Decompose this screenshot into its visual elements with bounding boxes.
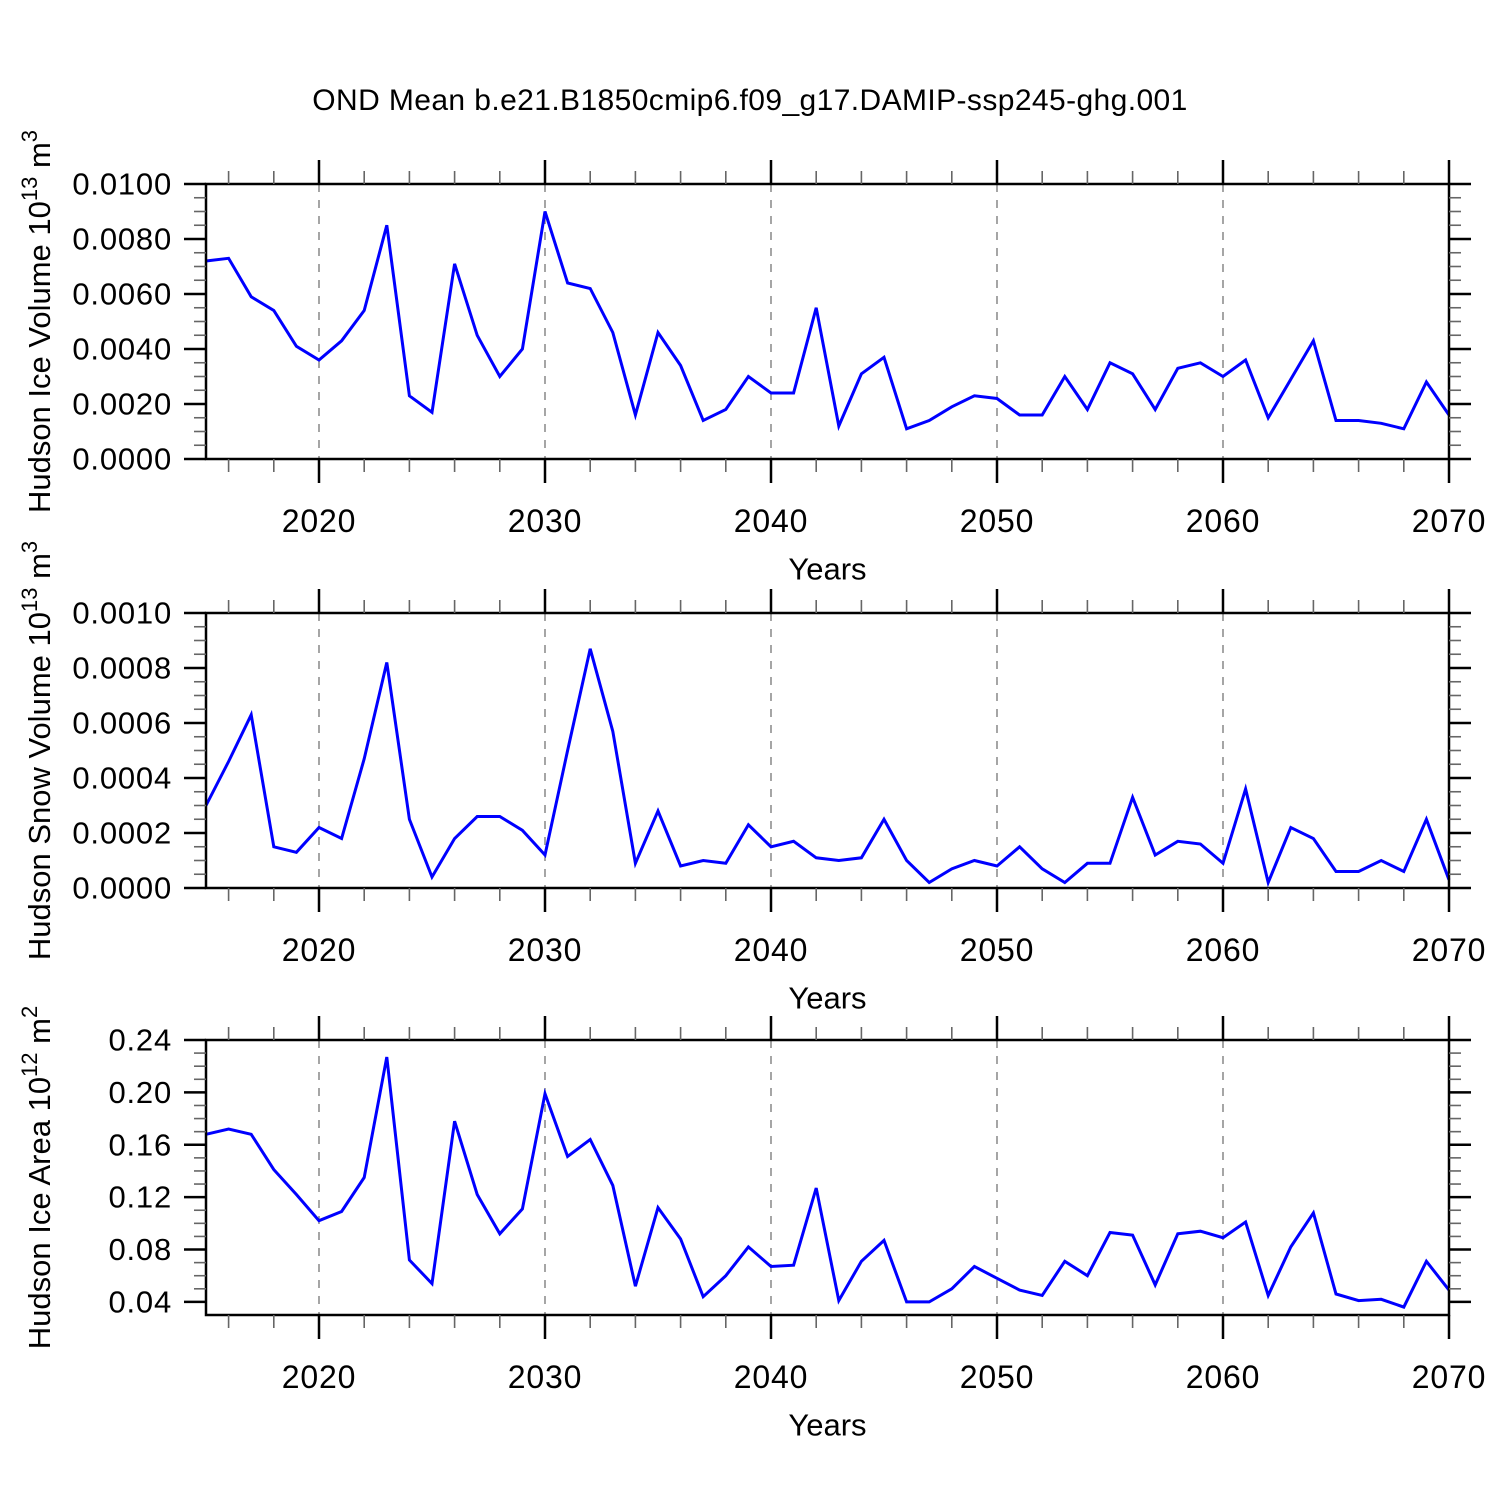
y-tick-label: 0.0002 — [72, 816, 172, 851]
x-axis-title: Years — [788, 981, 866, 1016]
y-tick-label: 0.0004 — [72, 761, 172, 796]
y-tick-label: 0.0020 — [72, 387, 172, 422]
y-tick-label: 0.0040 — [72, 332, 172, 367]
x-tick-label: 2020 — [282, 1359, 356, 1395]
y-tick-label: 0.0000 — [72, 871, 172, 906]
plot-frame — [204, 182, 1451, 461]
chart-panel-hudson-ice-area: 2020 2030 2040 2050 2060 2070 0.04 0.08 0.12 0.16… — [17, 1006, 1486, 1443]
y-tick-label: 0.08 — [108, 1232, 172, 1267]
data-line-hudson-snow-volume — [204, 648, 1451, 888]
x-tick-label: 2050 — [960, 1359, 1034, 1395]
data-line-hudson-ice-volume — [205, 211, 1451, 432]
data-line-hudson-ice-area — [205, 1056, 1451, 1309]
x-tick-label: 2020 — [282, 503, 356, 539]
x-tick-label: 2030 — [508, 503, 582, 539]
x-tick-label: 2050 — [960, 503, 1034, 539]
y-axis-title: Hudson Snow Volume 1013 m3 — [17, 541, 57, 960]
y-tick-label: 0.0080 — [72, 222, 172, 257]
y-tick-label: 0.04 — [108, 1284, 172, 1319]
chart-panel-hudson-ice-volume: 2020 2030 2040 2050 2060 2070 0.0000 0.0020 0.00… — [17, 130, 1486, 587]
x-tick-label: 2020 — [282, 932, 356, 968]
y-tick-label: 0.0006 — [72, 706, 172, 741]
x-tick-label: 2050 — [960, 932, 1034, 968]
x-tick-label: 2060 — [1186, 503, 1260, 539]
x-tick-label: 2070 — [1412, 1359, 1486, 1395]
y-tick-label: 0.12 — [108, 1180, 172, 1215]
x-tick-label: 2030 — [508, 1359, 582, 1395]
y-tick-label: 0.24 — [108, 1023, 172, 1058]
x-tick-label: 2070 — [1412, 932, 1486, 968]
chart-panel-hudson-snow-volume: 2020 2030 2040 2050 2060 2070 0.0000 0.0002 0.00… — [17, 541, 1486, 1016]
y-tick-label: 0.0100 — [72, 167, 172, 202]
y-tick-label: 0.0000 — [72, 442, 172, 477]
y-tick-label: 0.0008 — [72, 651, 172, 686]
x-axis-title: Years — [788, 1408, 866, 1443]
x-tick-label: 2040 — [734, 503, 808, 539]
x-tick-label: 2030 — [508, 932, 582, 968]
y-tick-label: 0.20 — [108, 1075, 172, 1110]
y-axis-title: Hudson Ice Volume 1013 m3 — [17, 130, 57, 513]
x-tick-label: 2060 — [1186, 932, 1260, 968]
chart-title: OND Mean b.e21.B1850cmip6.f09_g17.DAMIP-… — [312, 84, 1188, 117]
plot-frame — [204, 1038, 1451, 1317]
plot-frame — [204, 611, 1451, 890]
x-tick-label: 2060 — [1186, 1359, 1260, 1395]
y-tick-label: 0.0010 — [72, 596, 172, 631]
x-tick-label: 2070 — [1412, 503, 1486, 539]
y-tick-label: 0.0060 — [72, 277, 172, 312]
x-axis-title: Years — [788, 552, 866, 587]
x-tick-label: 2040 — [734, 1359, 808, 1395]
y-tick-label: 0.16 — [108, 1127, 172, 1162]
y-axis-title: Hudson Ice Area 1012 m2 — [17, 1006, 57, 1349]
x-tick-label: 2040 — [734, 932, 808, 968]
